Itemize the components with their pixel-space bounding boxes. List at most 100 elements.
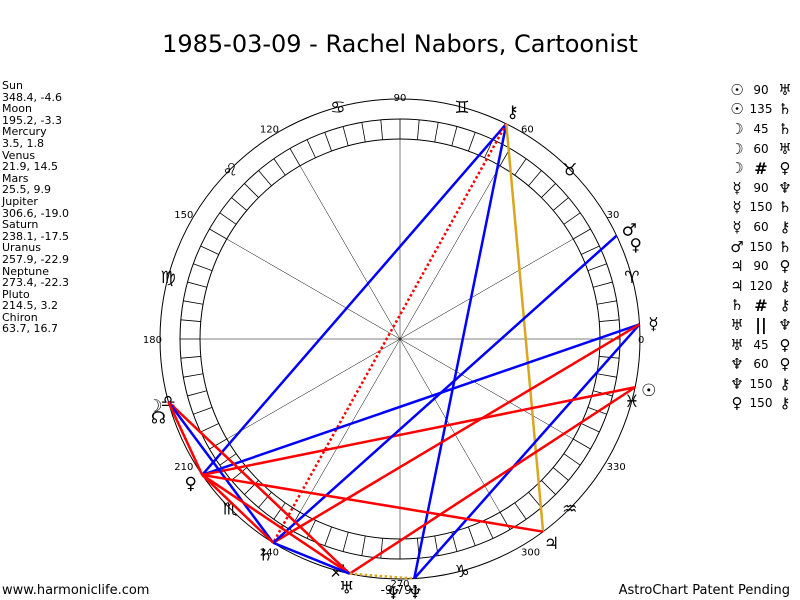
aspect-planet-1: ♄ [730,296,744,315]
planet-name: Mars [2,171,29,185]
planet-coords: 238.1, -17.5 [2,229,69,243]
aspect-type: 45 [753,121,769,136]
aspect-line [201,386,636,477]
degree-tick [380,119,383,140]
degree-tick [514,502,527,520]
aspect-list: ☉ 90 ♅ ☉ 135 ♄ ☽ 45 ♄ ☽ 60 ♅ ☽ # ♀ ☿ 90 ♆ ☿ 150 ♄ ☿ 60 ⚷ ♂ 150 ♄ ♃ 9… [728,80,794,413]
aspect-type: 60 [753,219,769,234]
degree-ticks [180,119,620,559]
aspect-type: # [754,158,768,178]
chart-title: 1985-03-09 - Rachel Nabors, Cartoonist [162,30,638,58]
planet-glyph-icon: ☉ [641,381,656,401]
planet-glyph-icon: ⚷ [506,102,518,122]
planet-name: Sun [2,79,23,92]
aspect-planet-1: ☽ [730,119,744,138]
degree-tick [581,423,600,433]
angle-label: 270 [390,579,409,590]
aspect-row: ♃ 90 ♀ [728,256,794,276]
degree-tick [528,491,542,508]
planet-glyph-icon: ♀ [629,235,641,255]
degree-tick [541,183,556,198]
aspect-line [413,123,508,579]
planet-glyph-icon: ♃ [544,534,559,554]
degree-tick [231,467,248,481]
degree-tick [200,245,219,255]
aspect-row: ☿ 150 ♄ [728,198,794,218]
planet-coords: 348.4, -4.6 [2,90,62,104]
aspect-row: ☽ 45 ♄ [728,119,794,139]
planet-glyph-icon: ♂ [622,221,637,241]
zodiac-sign-icon: ♋ [330,98,345,118]
degree-tick [451,126,458,146]
aspect-line [167,401,204,476]
aspect-planet-1: ☉ [730,100,744,119]
degree-tick [244,183,259,198]
planet-coords: 3.5, 1.8 [2,136,44,150]
degree-tick [342,532,349,552]
aspect-row: ♅ 45 ♀ [728,335,794,355]
aspect-planet-2: ♀ [779,355,791,374]
degree-tick [552,197,569,211]
planet-name: Uranus [2,241,41,255]
degree-tick [573,438,591,450]
aspect-planet-1: ♆ [730,374,744,393]
angle-label: 60 [521,124,534,135]
aspect-lines [167,123,641,580]
aspect-type: 60 [753,141,769,156]
planet-name: Jupiter [2,194,38,208]
aspect-row: ♃ 120 ⚷ [728,276,794,296]
planet-name: Venus [2,148,36,162]
planet-coords: 214.5, 3.2 [2,299,58,313]
aspect-row: ♀ 150 ⚷ [728,394,794,414]
degree-tick [528,170,542,187]
angle-label: 150 [174,210,193,221]
planet-glyph-icon: ♄ [258,546,273,566]
aspect-type: 150 [749,239,773,254]
degree-tick [231,197,248,211]
aspect-planet-2: ♅ [778,139,792,158]
planet-name: Mercury [2,125,47,139]
aspect-line [202,473,544,533]
degree-tick [193,263,213,271]
aspect-line [201,474,275,544]
aspect-row: ☽ 60 ♅ [728,139,794,159]
aspect-planet-1: ☽ [730,159,744,178]
degree-tick [324,132,332,152]
zodiac-sign-icon: ♈ [624,268,639,288]
planet-glyph-icon: ☿ [648,314,658,334]
degree-tick [324,526,332,546]
aspect-planet-1: ♆ [730,355,744,374]
degree-tick [183,300,204,305]
aspect-planet-1: ☿ [732,217,742,236]
aspect-planet-1: ♃ [730,257,744,276]
degree-tick [468,526,476,546]
degree-tick [468,132,476,152]
aspect-type: 150 [749,376,773,391]
aspect-planet-1: ♅ [730,315,744,334]
degree-tick [219,212,237,225]
aspect-type: 150 [749,200,773,215]
degree-tick [361,122,366,143]
zodiac-sign-icon: ♊ [454,98,469,118]
angle-label: 30 [607,210,620,221]
footer-website: www.harmoniclife.com [2,583,150,598]
aspect-planet-2: ⚷ [779,374,791,393]
aspect-type: 150 [749,396,773,411]
degree-tick [187,281,207,288]
aspect-planet-2: ♀ [779,257,791,276]
degree-tick [417,119,420,140]
aspect-type: 90 [753,259,769,274]
degree-tick [361,535,366,556]
planet-coords: 21.9, 14.5 [2,160,58,174]
degree-tick [563,453,581,466]
wheel-ring [159,98,641,580]
degree-tick [581,245,600,255]
degree-tick [514,158,527,176]
aspect-line [201,323,640,477]
angle-label: 330 [607,462,626,473]
aspect-planet-2: ♆ [778,178,792,197]
planet-coords: 63.7, 16.7 [2,322,58,336]
house-spoke [226,238,574,440]
zodiac-sign-icon: ♑ [454,562,469,582]
